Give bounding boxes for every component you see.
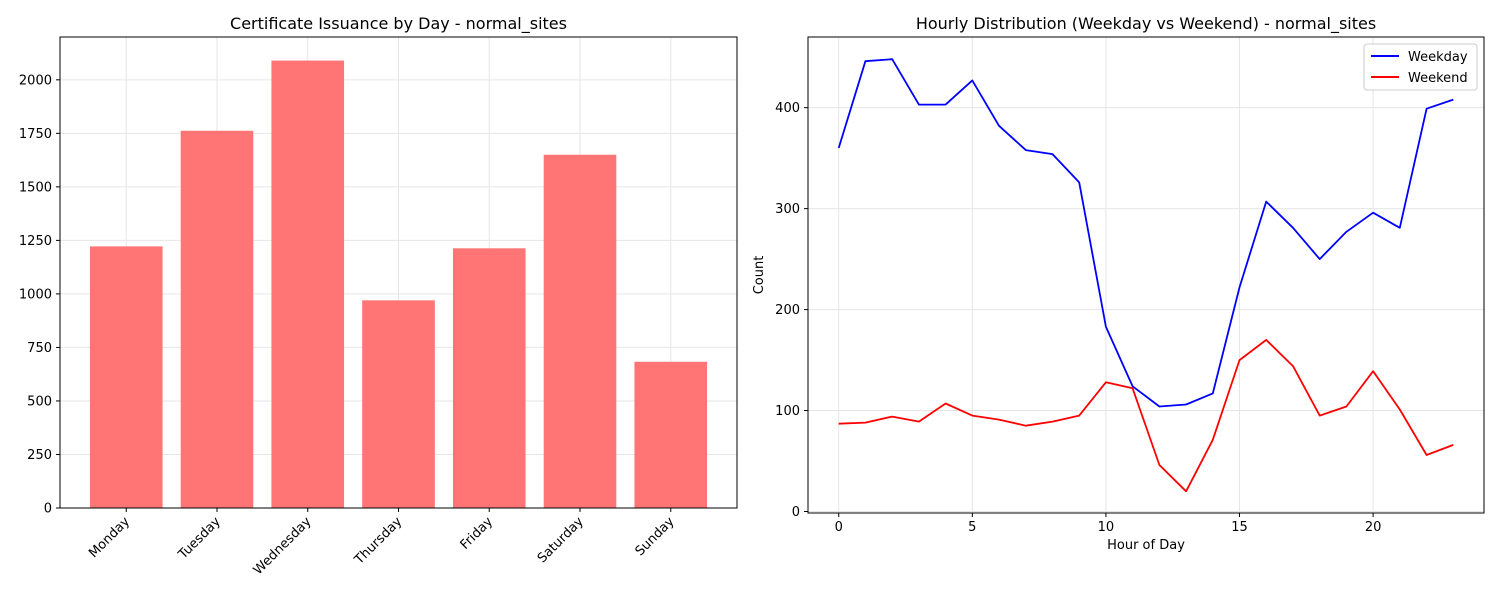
line-x-tick-label: 15 (1231, 520, 1248, 535)
line-chart-y-axis-label: Count (752, 256, 767, 295)
line-y-tick-label: 400 (775, 101, 800, 116)
line-chart-x-axis-label: Hour of Day (1107, 538, 1185, 553)
bar-y-tick-label: 0 (44, 502, 52, 517)
bar-saturday (543, 154, 617, 508)
bar-y-tick-label: 1500 (19, 180, 52, 195)
bar-wednesday (271, 60, 345, 509)
bar-chart-x-ticks: Monday Tuesday Wednesday Thursday Friday Satu… (86, 508, 678, 578)
bar-x-tick-label: Thursday (351, 514, 405, 568)
bar-y-tick-label: 2000 (19, 73, 52, 88)
line-chart-legend: Weekday Weekend (1363, 43, 1478, 91)
line-y-tick-label: 100 (775, 404, 800, 419)
bar-x-tick-label: Friday (458, 514, 497, 553)
bar-x-tick-label: Wednesday (251, 514, 315, 578)
bar-x-tick-label: Monday (86, 514, 133, 561)
legend-weekend-label: Weekend (1408, 71, 1468, 86)
bar-y-tick-label: 750 (27, 341, 52, 356)
bar-y-tick-label: 1750 (19, 127, 52, 142)
line-y-tick-label: 0 (792, 505, 800, 520)
bar-y-tick-label: 1250 (19, 234, 52, 249)
bar-friday (452, 248, 526, 508)
line-series-group (837, 58, 1454, 493)
bar-chart-panel: Certificate Issuance by Day - normal_sit… (19, 14, 738, 578)
line-chart-grid (808, 37, 1484, 513)
line-x-tick-label: 20 (1365, 520, 1382, 535)
line-x-tick-label: 5 (968, 520, 976, 535)
bar-x-tick-label: Saturday (535, 514, 587, 566)
line-chart-title: Hourly Distribution (Weekday vs Weekend)… (916, 14, 1376, 34)
line-x-tick-label: 10 (1098, 520, 1115, 535)
series-weekday-line (837, 58, 1454, 408)
bar-chart-y-ticks: 0 250 500 750 1000 1250 1500 1750 2000 (19, 73, 60, 517)
series-weekend-line (838, 338, 1454, 493)
line-chart-x-ticks: 0 5 10 15 20 (835, 513, 1382, 535)
line-chart-plot-frame (807, 36, 1485, 514)
bar-y-tick-label: 1000 (19, 287, 52, 302)
bar-x-tick-label: Tuesday (175, 514, 224, 563)
line-chart-panel: Hourly Distribution (Weekday vs Weekend)… (752, 14, 1485, 553)
line-x-tick-label: 0 (835, 520, 843, 535)
bar-monday (89, 246, 163, 508)
line-y-tick-label: 300 (775, 202, 800, 217)
line-y-tick-label: 200 (775, 303, 800, 318)
bar-y-tick-label: 250 (27, 448, 52, 463)
bar-series (89, 60, 708, 509)
bar-chart-title: Certificate Issuance by Day - normal_sit… (230, 14, 567, 34)
bar-tuesday (180, 130, 254, 508)
bar-thursday (362, 300, 435, 508)
bar-sunday (634, 361, 708, 508)
bar-x-tick-label: Sunday (633, 514, 678, 559)
legend-weekday-label: Weekday (1408, 50, 1468, 65)
line-chart-y-ticks: 0 100 200 300 400 (775, 101, 808, 520)
bar-y-tick-label: 500 (27, 394, 52, 409)
